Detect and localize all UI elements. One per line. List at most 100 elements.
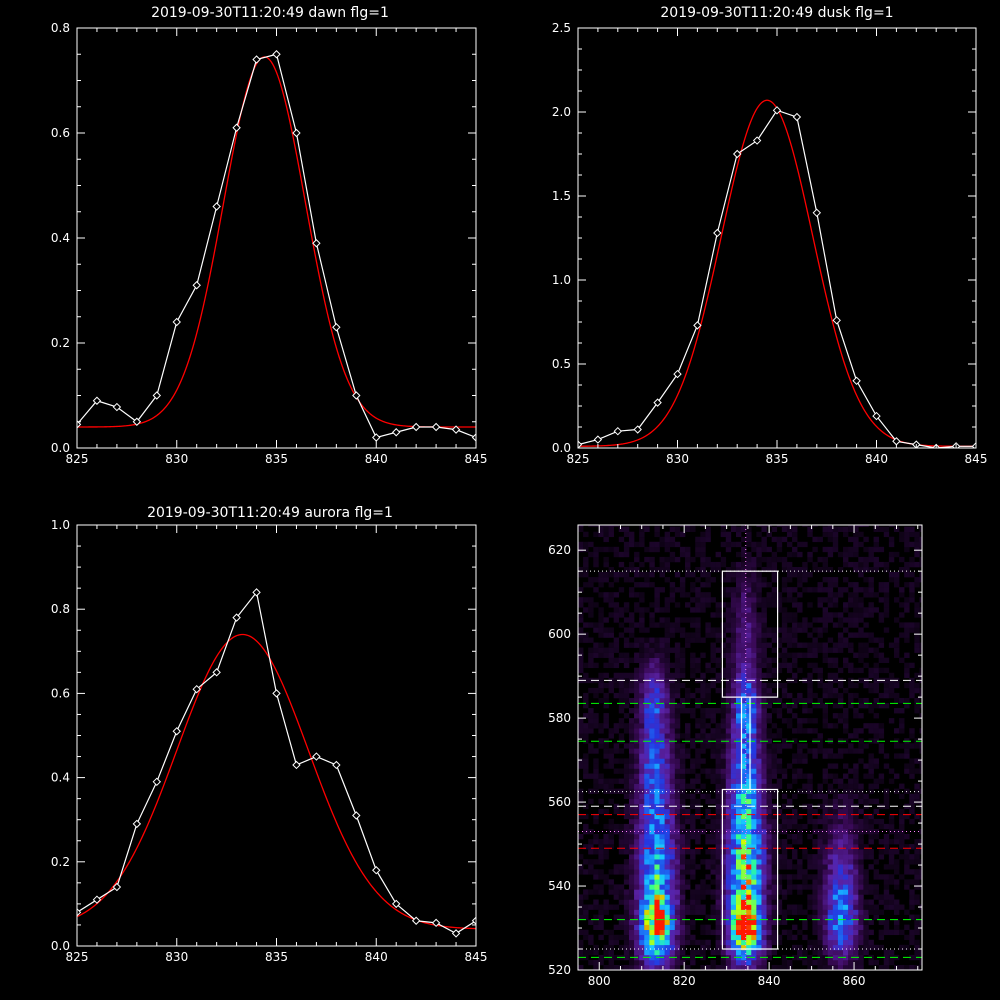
heatmap-cell xyxy=(649,874,655,880)
heatmap-cell xyxy=(593,849,599,855)
heatmap-cell xyxy=(679,833,686,840)
heatmap-cell xyxy=(812,899,818,905)
heatmap-cell xyxy=(593,525,599,527)
heatmap-cell xyxy=(634,642,640,648)
heatmap-cell xyxy=(654,884,660,890)
heatmap-cell xyxy=(904,859,910,865)
heatmap-cell xyxy=(608,783,614,789)
heatmap-cell xyxy=(654,783,660,789)
heatmap-cell xyxy=(776,541,783,548)
heatmap-cell xyxy=(613,914,620,920)
heatmap-cell xyxy=(843,783,849,789)
heatmap-cell xyxy=(720,884,727,890)
heatmap-cell xyxy=(746,687,752,694)
heatmap-cell xyxy=(797,697,803,704)
heatmap-cell xyxy=(705,944,711,951)
heatmap-cell xyxy=(914,541,920,548)
heatmap-cell xyxy=(822,944,829,951)
heatmap-cell xyxy=(914,949,920,956)
heatmap-cell xyxy=(735,647,742,653)
heatmap-cell xyxy=(751,818,757,825)
heatmap-cell xyxy=(868,919,874,925)
heatmap-cell xyxy=(904,572,910,578)
heatmap-cell xyxy=(751,577,757,583)
heatmap-cell xyxy=(608,879,614,885)
heatmap-cell xyxy=(674,708,681,714)
heatmap-cell xyxy=(628,748,635,754)
heatmap-cell xyxy=(644,894,650,900)
heatmap-cell xyxy=(756,592,762,598)
heatmap-cell xyxy=(751,692,757,699)
heatmap-cell xyxy=(807,748,813,754)
heatmap-cell xyxy=(628,909,635,915)
heatmap-cell xyxy=(685,844,691,850)
heatmap-cell xyxy=(751,703,757,709)
heatmap-cell xyxy=(914,859,920,865)
heatmap-cell xyxy=(883,703,890,709)
heatmap-cell xyxy=(628,793,635,800)
heatmap-cell xyxy=(685,526,691,533)
heatmap-cell xyxy=(843,874,849,880)
heatmap-cell xyxy=(883,959,890,966)
heatmap-cell xyxy=(899,839,905,845)
heatmap-cell xyxy=(705,768,711,774)
heatmap-cell xyxy=(741,753,747,759)
heatmap-cell xyxy=(848,949,854,956)
plot-frame xyxy=(76,524,477,947)
heatmap-cell xyxy=(618,723,625,729)
heatmap-cell xyxy=(639,828,645,835)
heatmap-cell xyxy=(695,592,701,598)
data-point xyxy=(832,316,841,325)
heatmap-cell xyxy=(817,617,823,623)
heatmap-cell xyxy=(730,763,737,769)
heatmap-cell xyxy=(858,909,864,915)
heatmap-cell xyxy=(827,844,834,850)
heatmap-cell xyxy=(644,944,650,951)
heatmap-cell xyxy=(639,919,645,925)
heatmap-cell xyxy=(909,582,915,588)
heatmap-cell xyxy=(771,949,778,956)
heatmap-cell xyxy=(766,657,772,663)
heatmap-cell xyxy=(720,854,727,860)
heatmap-cell xyxy=(751,939,757,946)
data-point xyxy=(132,819,142,829)
heatmap-cell xyxy=(832,959,839,966)
heatmap-cell xyxy=(771,556,778,563)
heatmap-cell xyxy=(766,949,772,956)
heatmap-cell xyxy=(720,697,727,704)
heatmap-cell xyxy=(741,828,747,835)
heatmap-cell xyxy=(771,879,778,885)
heatmap-cell xyxy=(725,728,732,734)
heatmap-cell xyxy=(710,652,716,658)
heatmap-cell xyxy=(664,652,671,658)
heatmap-cell xyxy=(776,884,783,890)
heatmap-cell xyxy=(812,924,818,930)
heatmap-cell xyxy=(593,788,599,794)
heatmap-cell xyxy=(776,889,783,895)
heatmap-cell xyxy=(588,728,594,734)
heatmap-cell xyxy=(909,899,915,905)
heatmap-cell xyxy=(644,884,650,890)
heatmap-cell xyxy=(893,697,900,704)
heatmap-cell xyxy=(919,672,922,679)
heatmap-cell xyxy=(690,894,696,900)
heatmap-cell xyxy=(623,607,630,613)
heatmap-cell xyxy=(608,525,614,527)
heatmap-cell xyxy=(664,939,671,946)
heatmap-cell xyxy=(741,607,747,613)
heatmap-cell xyxy=(654,778,660,784)
heatmap-cell xyxy=(873,592,879,598)
heatmap-cell xyxy=(725,708,732,714)
heatmap-cell xyxy=(741,561,747,568)
heatmap-cell xyxy=(644,864,650,870)
heatmap-cell xyxy=(873,733,879,739)
heatmap-cell xyxy=(674,884,681,890)
heatmap-cell xyxy=(771,939,778,946)
heatmap-cell xyxy=(832,577,839,583)
heatmap-cell xyxy=(583,859,589,865)
heatmap-cell xyxy=(634,718,640,724)
heatmap-cell xyxy=(654,879,660,885)
heatmap-cell xyxy=(802,854,808,860)
heatmap-cell xyxy=(848,622,854,628)
heatmap-cell xyxy=(761,909,767,915)
